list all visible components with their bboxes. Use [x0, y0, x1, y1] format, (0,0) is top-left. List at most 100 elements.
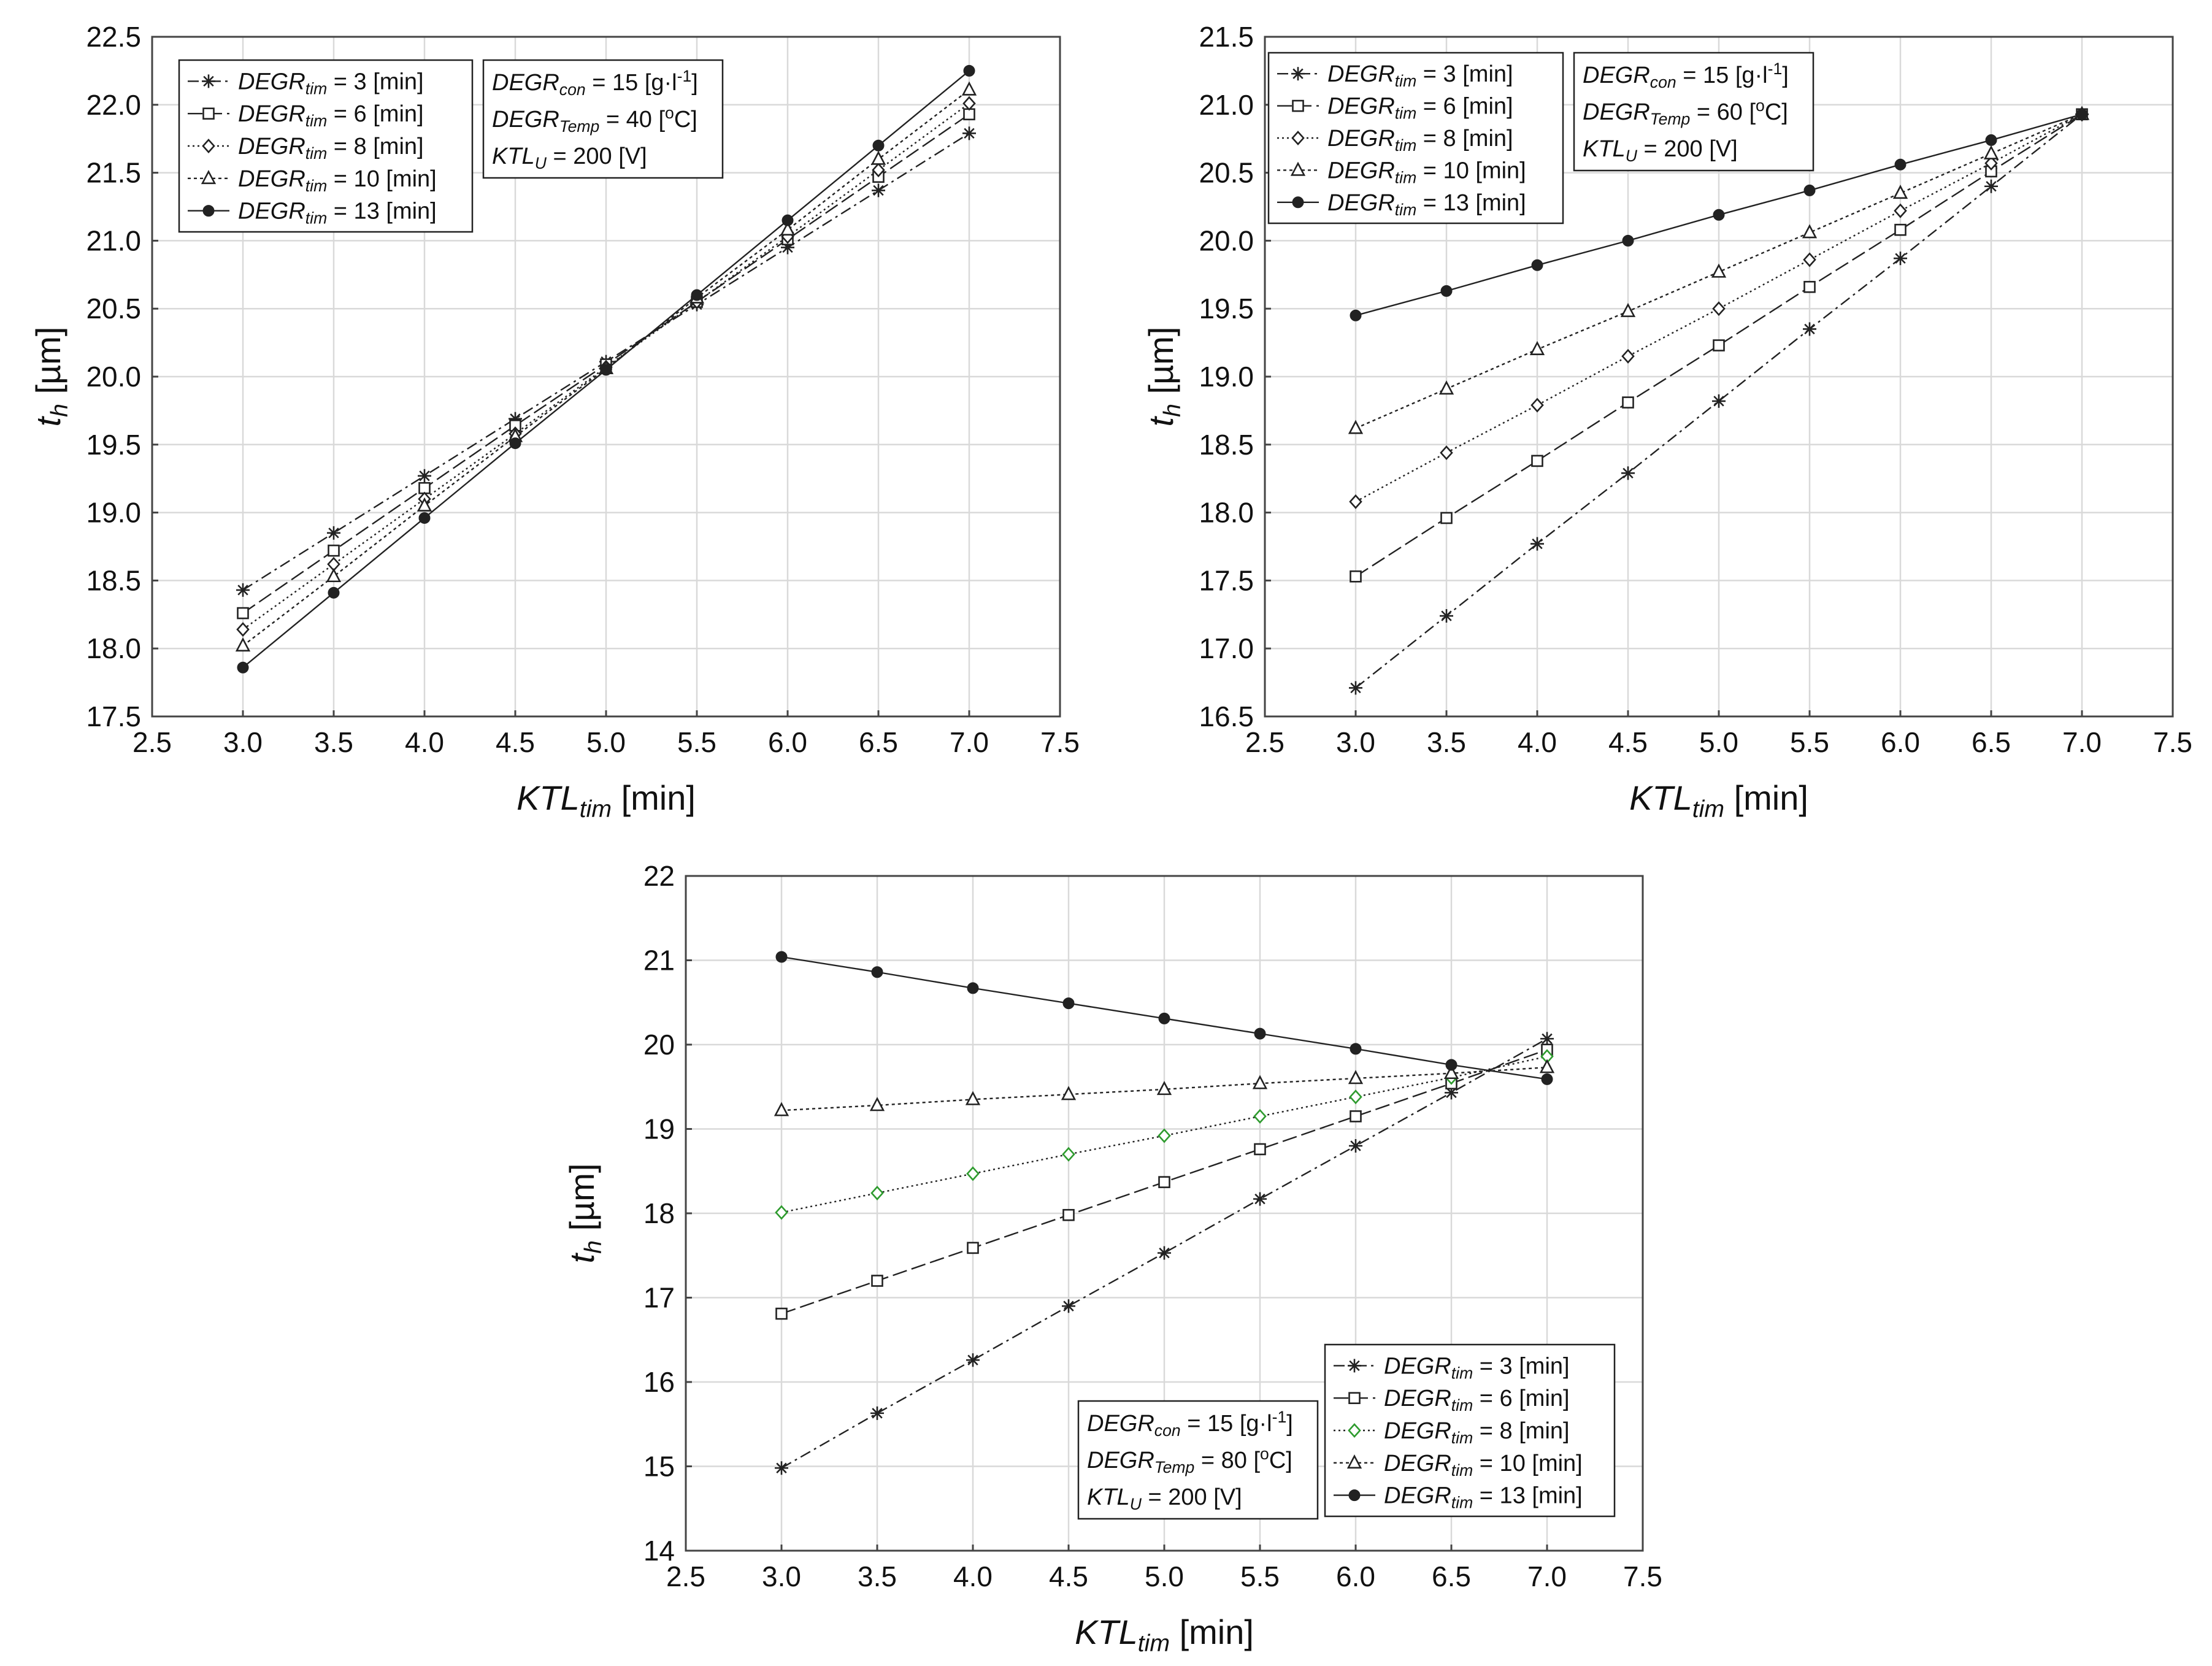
data-point	[781, 214, 794, 226]
data-point	[1712, 301, 1726, 317]
data-point	[1711, 263, 1727, 278]
y-tick-label: 21.0	[1199, 89, 1254, 121]
x-tick-label: 2.5	[1245, 726, 1285, 758]
x-tick-label: 6.0	[1881, 726, 1920, 758]
legend-entry: DEGRtim = 8 [min]	[238, 134, 424, 163]
data-point	[1803, 322, 1816, 336]
data-point	[1349, 1139, 1362, 1153]
series-degr-tim-13	[237, 64, 975, 674]
data-point	[1440, 609, 1453, 623]
y-tick-label: 18.0	[86, 632, 141, 664]
x-axis-title: KTLtim [min]	[1629, 778, 1808, 823]
y-tick-label: 20.5	[1199, 157, 1254, 189]
data-point	[1445, 1086, 1458, 1100]
legend-marker	[1348, 1359, 1361, 1373]
x-tick-label: 6.0	[1336, 1560, 1375, 1592]
data-point	[326, 567, 342, 583]
series-line	[781, 1038, 1548, 1469]
data-point	[418, 512, 431, 524]
data-point	[1894, 223, 1907, 236]
data-point	[1349, 494, 1362, 509]
legend: DEGRtim = 3 [min] DEGRtim = 6 [min] DEGRti…	[178, 59, 474, 233]
data-point	[1062, 1208, 1075, 1221]
legend-entry: DEGRtim = 6 [min]	[238, 101, 424, 130]
data-point	[1894, 251, 1907, 266]
data-point	[1621, 348, 1635, 364]
legend: DEGRtim = 3 [min] DEGRtim = 6 [min] DEGRti…	[1267, 52, 1564, 225]
condition-line: KTLU = 200 [V]	[1583, 136, 1738, 165]
data-point	[1158, 1012, 1170, 1024]
data-point	[871, 1275, 883, 1287]
condition-box-frame	[1077, 1400, 1319, 1520]
plot-frame	[1264, 36, 2174, 718]
y-tick-label: 16	[643, 1366, 675, 1398]
data-point	[1712, 394, 1726, 408]
legend-marker	[1348, 1423, 1361, 1438]
data-point	[236, 583, 250, 597]
data-point	[328, 586, 340, 599]
legend-marker	[1292, 196, 1304, 209]
y-axis-title: th [µm]	[563, 1164, 607, 1264]
y-tick-label: 18	[643, 1197, 675, 1229]
data-point	[967, 1242, 979, 1254]
series-degr-tim-10	[774, 1059, 1555, 1116]
legend-entry: DEGRtim = 3 [min]	[1384, 1353, 1570, 1382]
plot-frame	[151, 36, 1061, 718]
data-point	[328, 544, 340, 557]
data-point	[1530, 537, 1544, 551]
data-point	[1531, 259, 1543, 271]
series-degr-tim-8	[1349, 107, 2089, 509]
data-point	[1892, 185, 1908, 199]
data-point	[1983, 145, 1999, 159]
y-tick-label: 14	[643, 1535, 675, 1567]
data-point	[1349, 1089, 1362, 1105]
x-tick-label: 5.0	[1145, 1560, 1184, 1592]
condition-line: KTLU = 200 [V]	[492, 144, 647, 172]
data-point	[235, 637, 251, 652]
data-point	[418, 469, 431, 483]
y-tick-label: 18.0	[1199, 497, 1254, 529]
data-point	[1443, 1064, 1459, 1080]
data-point	[1803, 280, 1816, 293]
y-tick-label: 18.5	[86, 564, 141, 596]
condition-line: DEGRcon = 15 [g·l-1]	[1087, 1408, 1293, 1440]
y-tick-label: 18.5	[1199, 429, 1254, 461]
series-degr-tim-3	[775, 1032, 1554, 1475]
x-tick-label: 3.0	[762, 1560, 801, 1592]
data-point	[1158, 1128, 1171, 1143]
legend-marker	[202, 139, 215, 153]
y-tick-label: 20.5	[86, 293, 141, 324]
x-tick-label: 2.5	[666, 1560, 705, 1592]
data-point	[1348, 1070, 1364, 1084]
data-point	[1158, 1246, 1171, 1260]
legend-entry: DEGRtim = 13 [min]	[1384, 1483, 1583, 1512]
y-tick-label: 21.5	[1199, 21, 1254, 53]
legend-entry: DEGRtim = 13 [min]	[238, 199, 437, 228]
y-tick-label: 15	[643, 1451, 675, 1483]
data-point	[1985, 134, 1997, 146]
data-point	[1438, 380, 1454, 395]
x-tick-label: 4.0	[953, 1560, 993, 1592]
condition-box: DEGRcon = 15 [g·l-1] DEGRTemp = 40 [oC] KT…	[482, 59, 724, 179]
data-point	[966, 1166, 980, 1181]
data-point	[871, 966, 883, 978]
data-point	[417, 497, 432, 512]
x-tick-label: 4.5	[496, 726, 535, 758]
data-point	[1531, 455, 1543, 467]
data-point	[872, 183, 885, 198]
data-point	[1529, 340, 1545, 355]
legend-marker	[1348, 1489, 1361, 1502]
data-point	[1349, 681, 1362, 695]
data-point	[966, 1353, 980, 1367]
legend-entry: DEGRtim = 3 [min]	[238, 69, 424, 98]
x-tick-label: 6.5	[1432, 1560, 1471, 1592]
x-tick-label: 3.5	[1427, 726, 1466, 758]
data-point	[775, 1307, 788, 1320]
data-point	[1061, 1086, 1077, 1100]
data-point	[1894, 158, 1907, 171]
series-degr-tim-10	[1348, 106, 2090, 434]
data-point	[1541, 1073, 1553, 1085]
data-point	[1440, 512, 1453, 524]
x-tick-label: 6.5	[1972, 726, 2011, 758]
data-point	[1062, 1146, 1075, 1162]
